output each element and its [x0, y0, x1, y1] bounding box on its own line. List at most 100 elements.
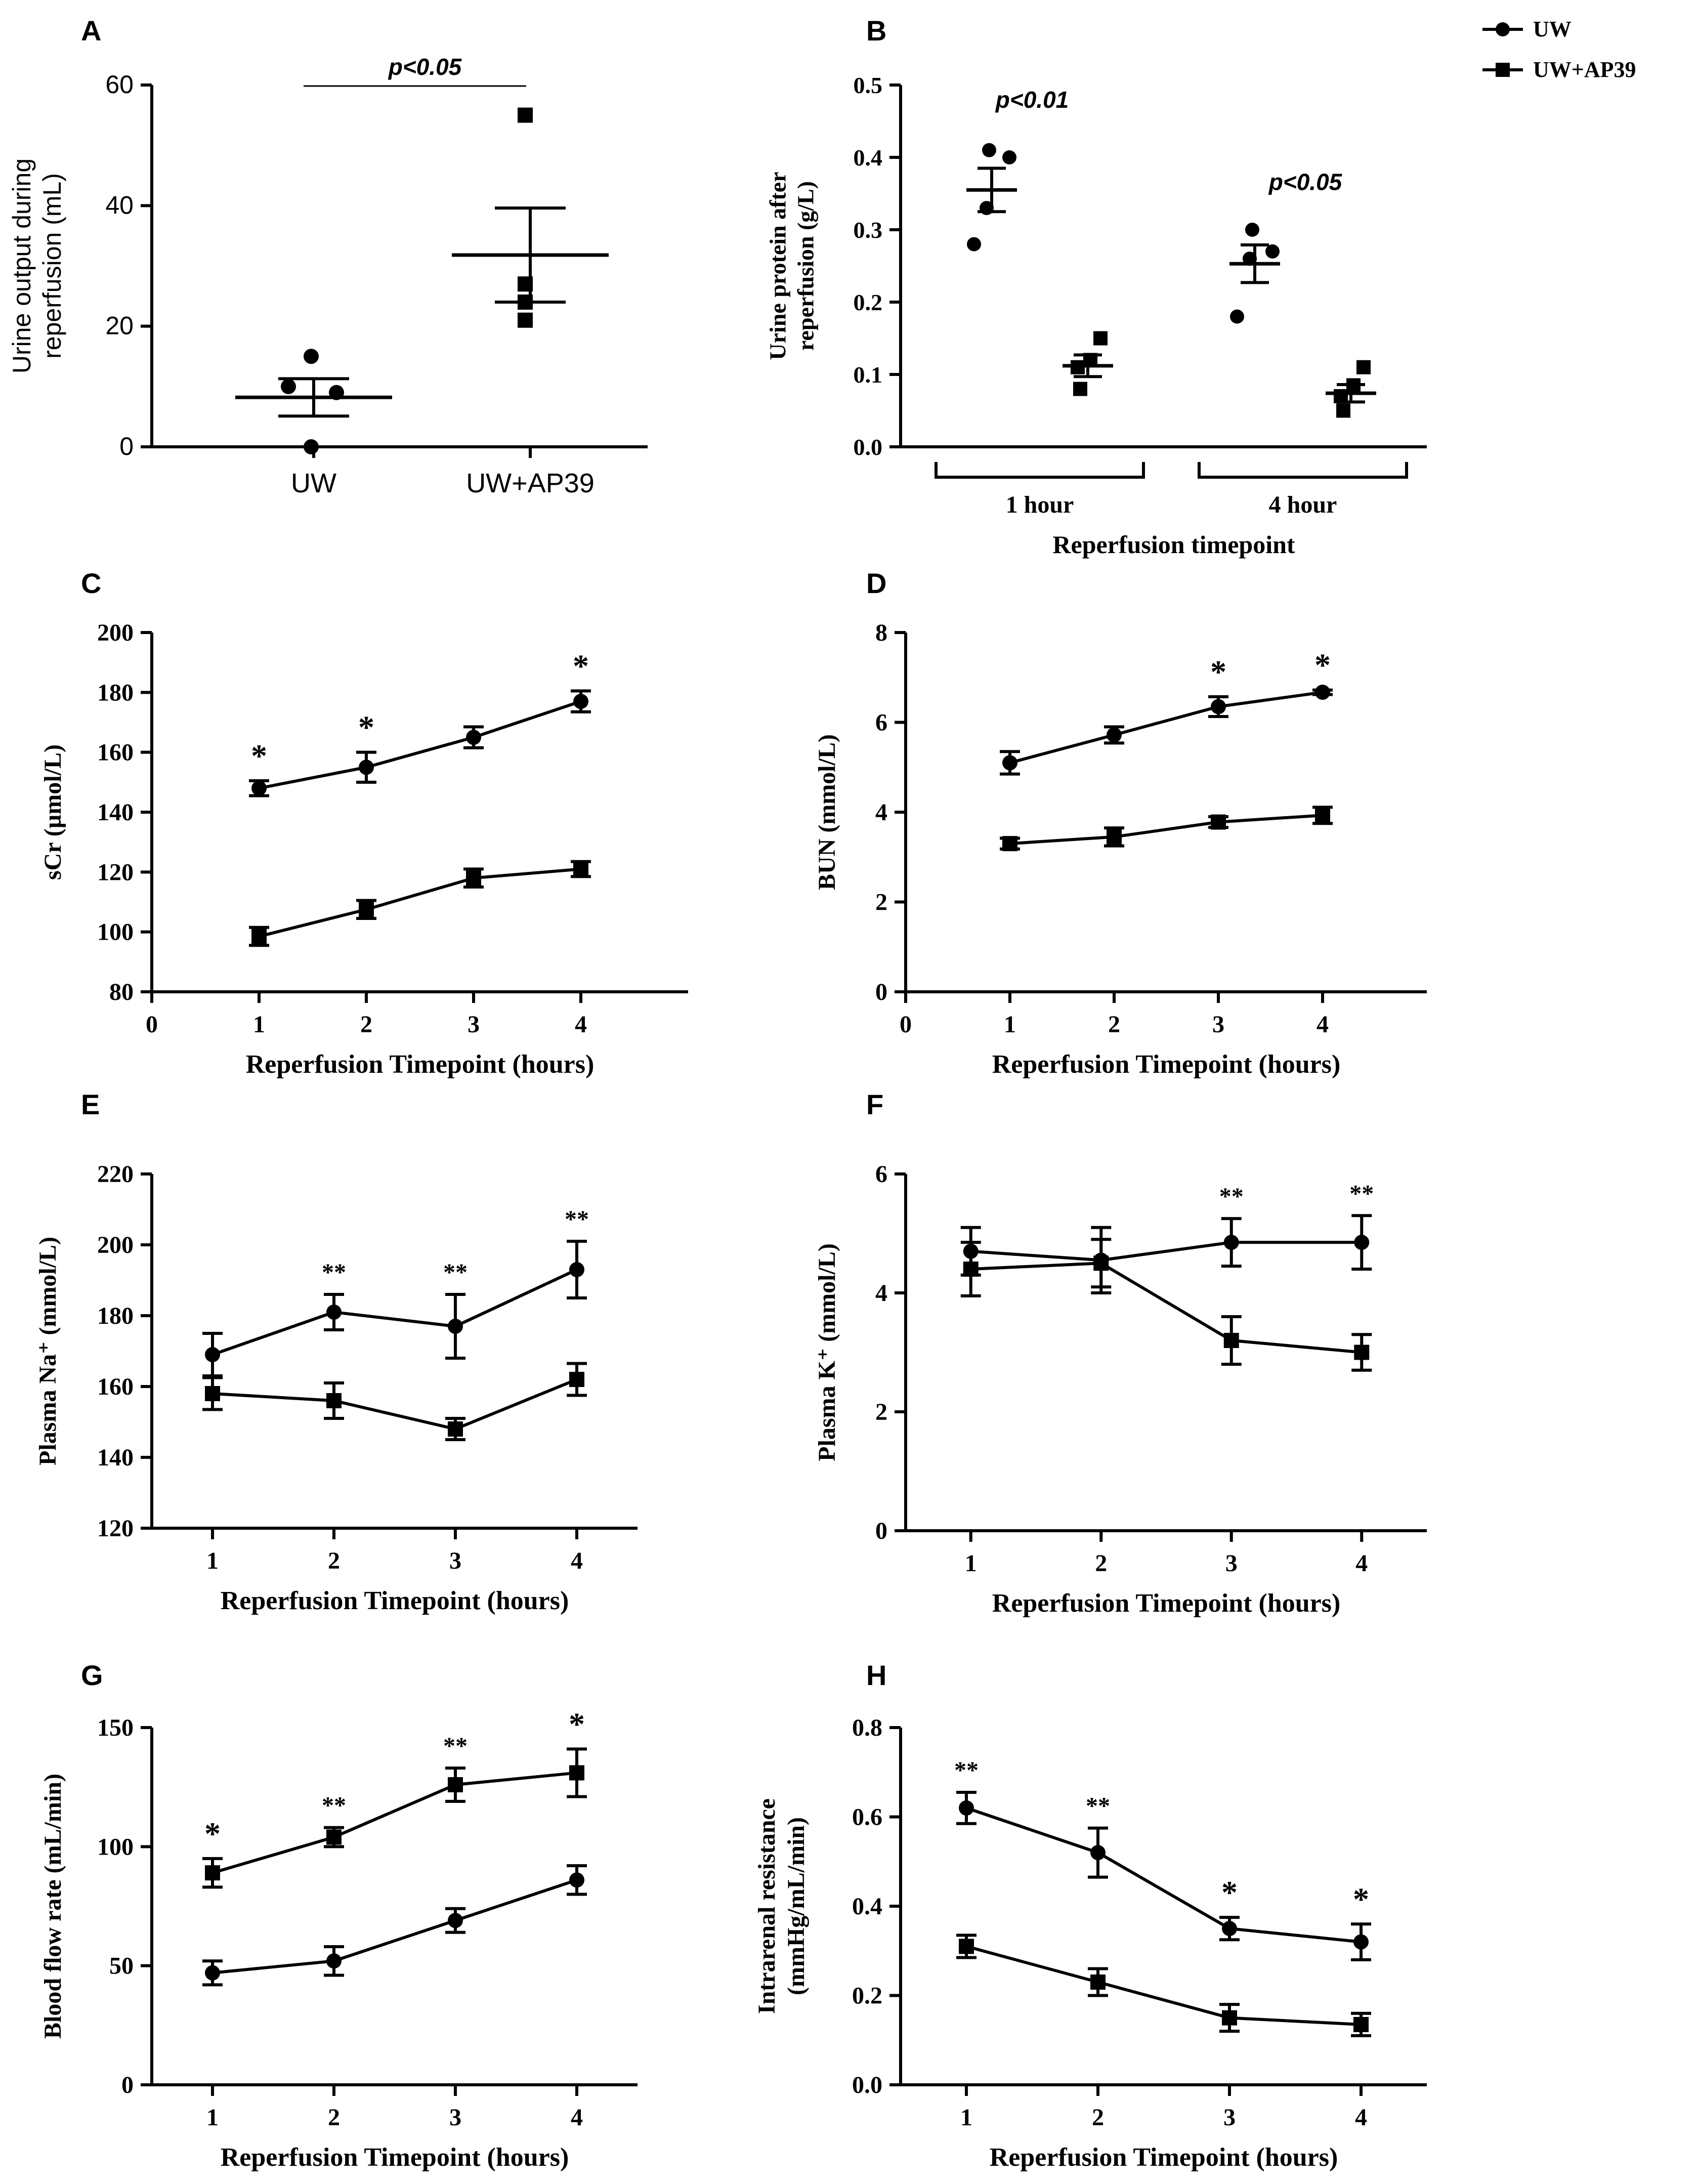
y-tick-label: 4: [875, 799, 887, 826]
data-point: [573, 861, 588, 877]
data-point: [1336, 403, 1350, 418]
data-point: [281, 379, 296, 394]
x-axis-label: Reperfusion Timepoint (hours): [992, 1589, 1341, 1618]
y-axis-label: Plasma Na⁺ (mmol/L): [34, 1237, 61, 1465]
data-point: [1090, 1975, 1106, 1990]
data-point: [1083, 353, 1097, 367]
data-point: [448, 1913, 463, 1928]
data-point: [329, 385, 344, 400]
data-point: [466, 730, 481, 745]
data-point: [980, 201, 994, 216]
x-axis-label: Reperfusion Timepoint (hours): [992, 1050, 1341, 1079]
y-tick-label: 0.8: [852, 1714, 882, 1741]
data-point: [1353, 1934, 1369, 1950]
data-point: [1356, 360, 1371, 374]
significance-marker: *: [251, 738, 267, 774]
x-tick-label: 2: [1108, 1011, 1120, 1038]
group-0: [966, 143, 1017, 251]
timepoint-bracket: [935, 462, 1145, 479]
y-tick-label: 120: [97, 859, 134, 886]
x-tick-label: 4: [571, 1547, 583, 1574]
y-tick-label: 0.4: [852, 1893, 882, 1920]
y-tick-label: 150: [97, 1714, 134, 1741]
data-point: [359, 760, 374, 775]
x-tick-label: 1: [1004, 1011, 1016, 1038]
y-tick-label: 2: [875, 889, 887, 916]
data-point: [518, 107, 533, 123]
significance-marker: **: [1219, 1183, 1244, 1210]
data-point: [304, 349, 319, 364]
data-point: [448, 1319, 463, 1334]
panel-f-plasma-k: 0 2 4 6 Plasma K⁺ (mmol/L) 1 2 3 4 Reperfusion Ti…: [814, 1161, 1427, 1618]
data-point: [1211, 699, 1226, 715]
series-line: [970, 1262, 1362, 1354]
data-point: [959, 1939, 974, 1954]
y-tick-label: 4: [875, 1280, 887, 1307]
data-point: [251, 929, 267, 944]
data-point: [1107, 829, 1122, 845]
x-tick-label: 1 hour: [1006, 491, 1074, 518]
x-tick-label: 1: [253, 1011, 265, 1038]
y-tick-label: 0.6: [852, 1804, 882, 1831]
data-point: [448, 1777, 463, 1792]
legend-uw-marker: [1496, 22, 1510, 36]
x-tick-label: 3: [1212, 1011, 1224, 1038]
significance-marker: *: [573, 648, 589, 684]
data-point: [326, 1305, 342, 1320]
x-axis-label: Reperfusion Timepoint (hours): [990, 2143, 1338, 2172]
x-tick-label: UW+AP39: [466, 468, 595, 498]
data-point: [326, 1953, 342, 1969]
x-axis-label: Reperfusion Timepoint (hours): [221, 1586, 569, 1615]
y-tick-label: 0: [875, 979, 887, 1005]
x-tick-label: 1: [206, 2104, 219, 2131]
data-point: [1334, 389, 1348, 403]
significance-marker: **: [322, 1792, 346, 1819]
y-axis-label: Plasma K⁺ (mmol/L): [814, 1243, 840, 1461]
significance-marker: *: [1353, 1881, 1369, 1917]
significance-marker: *: [204, 1816, 221, 1852]
series-line: [1009, 814, 1323, 846]
y-tick-label: 0: [875, 1518, 887, 1544]
data-point: [569, 1262, 584, 1277]
x-tick-label: 1: [965, 1550, 977, 1577]
y-tick-label: 0.2: [852, 1983, 882, 2009]
data-point: [1353, 2017, 1369, 2032]
y-tick-label: 100: [97, 919, 134, 946]
y-tick-label: 0.0: [852, 2072, 882, 2098]
x-tick-label: 3: [1225, 1550, 1238, 1577]
series-uw-ap39: [202, 1362, 587, 1441]
panel-letter-f: F: [866, 1088, 883, 1120]
series-uw-ap39: [956, 1934, 1371, 2037]
y-tick-label: 0.0: [854, 434, 883, 460]
series-line: [212, 1771, 577, 1874]
x-tick-label: 4: [1355, 2104, 1367, 2131]
significance-marker: **: [443, 1259, 468, 1286]
data-point: [1211, 814, 1226, 830]
panel-letter-g: G: [81, 1659, 103, 1691]
data-point: [967, 237, 981, 251]
y-tick-label: 40: [105, 191, 134, 219]
data-point: [1230, 309, 1244, 324]
data-point: [573, 694, 588, 709]
y-tick-label: 20: [105, 312, 134, 340]
data-point: [1315, 685, 1330, 700]
significance-label: p<0.05: [1268, 169, 1343, 195]
series-uw-ap39: [1000, 806, 1333, 852]
data-point: [959, 1800, 974, 1816]
series-uw: [202, 1240, 587, 1377]
series-line: [259, 867, 581, 938]
significance-marker: *: [1314, 647, 1331, 683]
legend: UW UW+AP39: [1482, 17, 1636, 82]
x-tick-label: 4: [1355, 1550, 1368, 1577]
significance-marker: *: [1210, 654, 1226, 690]
y-tick-label: 6: [875, 709, 887, 736]
data-point: [569, 1872, 584, 1888]
x-tick-label: 2: [1092, 2104, 1104, 2131]
panel-g-blood-flow: 0 50 100 150 Blood flow rate (mL/min) 1 2 3 4Rep…: [39, 1706, 638, 2172]
series-uw-ap39: [960, 1238, 1372, 1372]
data-point: [518, 276, 533, 292]
series-line: [259, 700, 581, 790]
data-point: [1107, 727, 1122, 743]
data-point: [1354, 1345, 1370, 1360]
